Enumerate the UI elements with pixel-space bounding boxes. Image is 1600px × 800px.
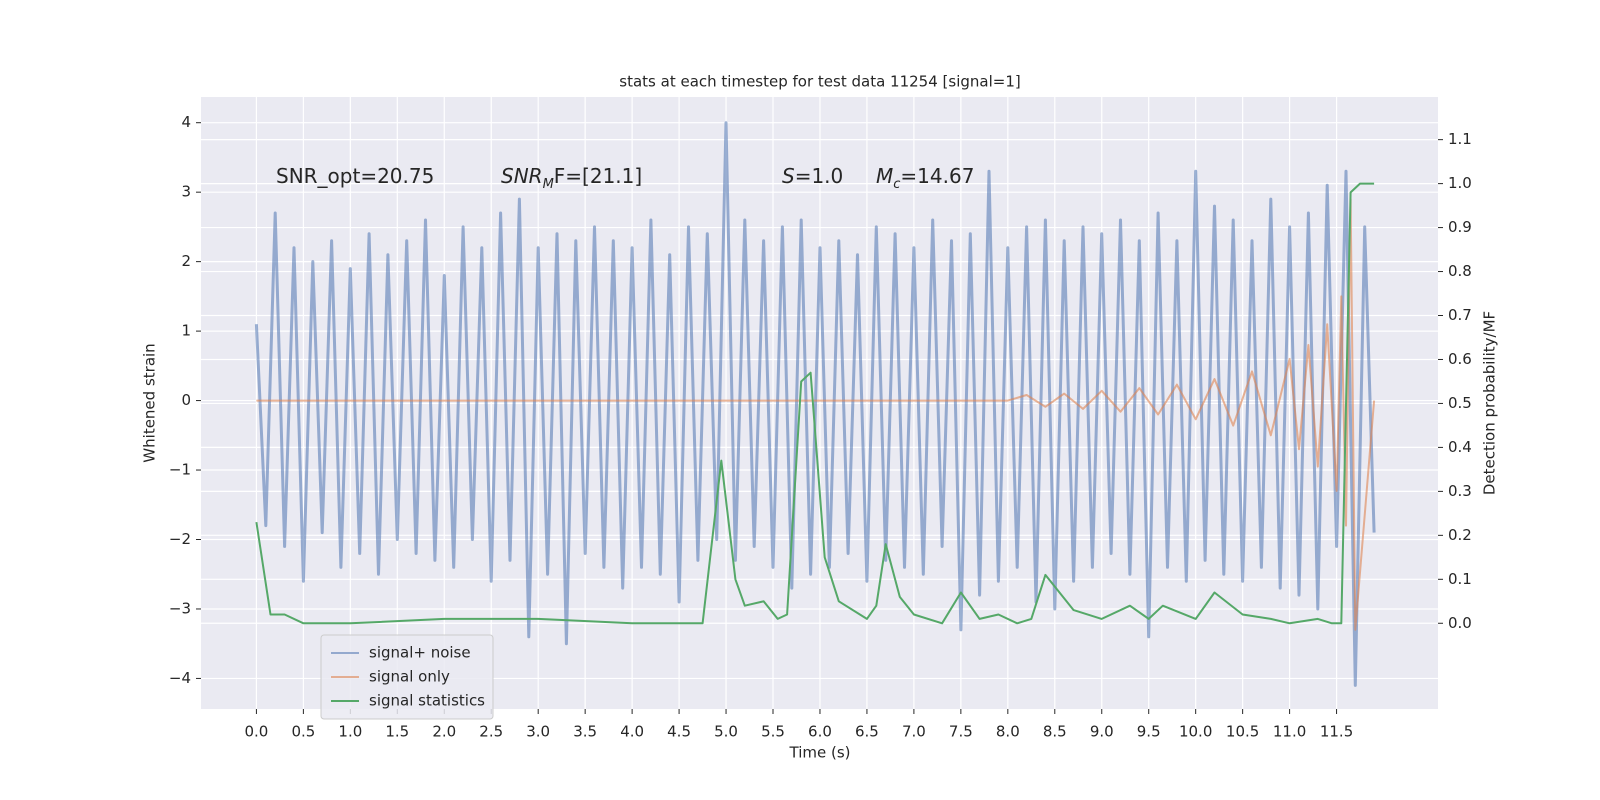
annotation-part: SNR [501, 164, 543, 188]
legend-label: signal only [369, 668, 450, 686]
annotation: SNR_opt=20.75 [276, 164, 434, 188]
y2-tick-label: 0.9 [1448, 218, 1472, 236]
annotation: S=1.0 [782, 164, 843, 188]
x-axis-label: Time (s) [789, 744, 851, 762]
y-tick-label: −3 [169, 599, 191, 617]
annotation-part: SNR_opt=20.75 [276, 164, 434, 188]
legend: signal+ noise signal only signal statistic… [320, 634, 494, 720]
legend-label: signal+ noise [369, 644, 471, 662]
annotation-part: M [543, 177, 554, 192]
y-tick-label: 0 [181, 391, 191, 409]
y-tick-label: 2 [181, 252, 191, 270]
x-tick-label: 10.0 [1179, 723, 1212, 741]
series-line [256, 198, 1376, 631]
y2-tick-label: 0.7 [1448, 306, 1472, 324]
x-tick-label: 5.5 [761, 723, 785, 741]
y2-tick-label: 0.0 [1448, 614, 1472, 632]
y2-tick-label: 0.6 [1448, 350, 1472, 368]
annotation: Mc=14.67 [876, 164, 974, 193]
x-tick-label: 6.5 [855, 723, 879, 741]
x-tick-label: 10.5 [1226, 723, 1259, 741]
x-tick-label: 9.0 [1090, 723, 1114, 741]
y-tick-label: −4 [169, 669, 191, 687]
series-line [254, 121, 1376, 687]
x-tick-label: 8.5 [1043, 723, 1067, 741]
y2-tick-label: 0.3 [1448, 482, 1472, 500]
annotation-part: =14.67 [900, 164, 974, 188]
y2-tick-label: 0.2 [1448, 526, 1472, 544]
annotation-part: M [876, 164, 893, 188]
chart-title: stats at each timestep for test data 112… [619, 73, 1020, 91]
x-tick-label: 6.0 [808, 723, 832, 741]
y-tick-label: −1 [169, 461, 191, 479]
x-tick-label: 7.0 [902, 723, 926, 741]
x-tick-label: 7.5 [949, 723, 973, 741]
annotation: SNRMF=[21.1] [501, 164, 642, 193]
x-tick-label: 9.5 [1137, 723, 1161, 741]
x-tick-label: 11.5 [1320, 723, 1353, 741]
legend-label: signal statistics [369, 692, 485, 710]
legend-box [320, 634, 494, 720]
x-tick-label: 3.5 [573, 723, 597, 741]
x-tick-label: 3.0 [526, 723, 550, 741]
series-line [255, 182, 1375, 625]
x-tick-label: 2.0 [432, 723, 456, 741]
y2-axis-label: Detection probability/MF [1481, 311, 1499, 495]
y2-tick-label: 0.5 [1448, 394, 1472, 412]
y2-tick-label: 1.0 [1448, 174, 1472, 192]
x-tick-label: 0.5 [291, 723, 315, 741]
marks [254, 121, 1376, 687]
x-tick-label: 0.0 [244, 723, 268, 741]
x-tick-label: 4.0 [620, 723, 644, 741]
y-tick-label: 1 [181, 322, 191, 340]
x-tick-label: 2.5 [479, 723, 503, 741]
y2-tick-label: 0.8 [1448, 262, 1472, 280]
x-tick-label: 1.0 [338, 723, 362, 741]
y2-tick-label: 0.1 [1448, 570, 1472, 588]
x-tick-label: 1.5 [385, 723, 409, 741]
x-tick-label: 8.0 [996, 723, 1020, 741]
y-tick-label: 3 [181, 183, 191, 201]
y-tick-label: 4 [181, 113, 191, 131]
annotation-part: S [782, 164, 795, 188]
y2-tick-label: 0.4 [1448, 438, 1472, 456]
y-tick-label: −2 [169, 530, 191, 548]
y2-tick-label: 1.1 [1448, 130, 1472, 148]
x-tick-label: 4.5 [667, 723, 691, 741]
annotation-part: c [893, 177, 900, 192]
annotation-part: F=[21.1] [554, 164, 642, 188]
x-tick-label: 11.0 [1273, 723, 1306, 741]
y-axis-label: Whitened strain [141, 343, 159, 462]
annotation-part: =1.0 [795, 164, 844, 188]
x-tick-label: 5.0 [714, 723, 738, 741]
